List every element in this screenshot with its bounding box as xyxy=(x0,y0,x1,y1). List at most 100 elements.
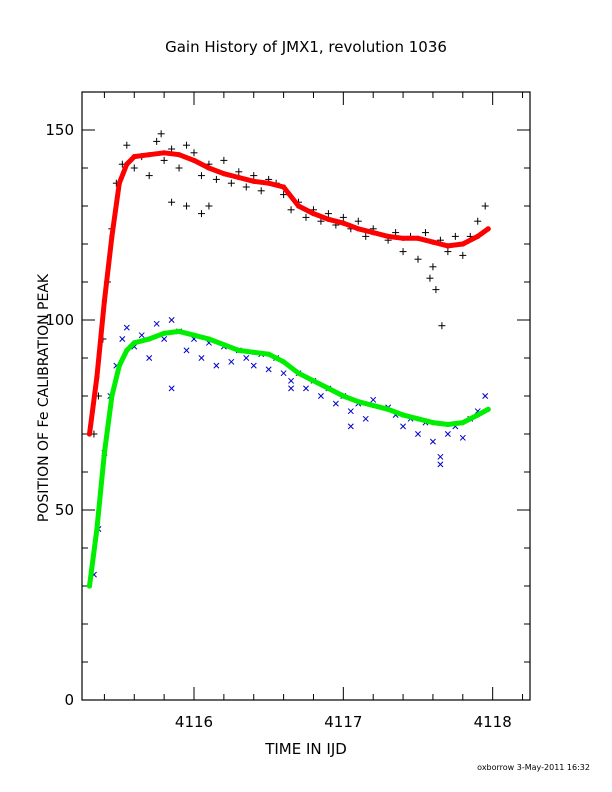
fit-point xyxy=(355,226,361,232)
fit-point xyxy=(101,298,107,304)
cross-point-b xyxy=(362,415,369,422)
y-tick-label: 100 xyxy=(45,311,74,329)
cross-point-b xyxy=(213,362,220,369)
cross-point-b xyxy=(474,408,481,415)
fit-point xyxy=(475,233,481,239)
cross-point-b xyxy=(228,358,235,365)
plus-point xyxy=(257,187,265,195)
plus-point xyxy=(324,210,332,218)
cross-point xyxy=(168,317,175,323)
plus-point xyxy=(421,229,429,237)
fit-point xyxy=(116,363,122,369)
plus-point xyxy=(250,172,258,180)
cross-point-b xyxy=(303,385,309,392)
fit-point xyxy=(370,402,376,409)
fit-curve xyxy=(87,328,491,589)
cross-point-b xyxy=(400,423,407,430)
fit-point xyxy=(445,243,451,249)
cross-point xyxy=(119,336,126,342)
fit-point xyxy=(94,526,100,532)
cross-point-b xyxy=(332,400,339,407)
cross-point xyxy=(303,385,309,392)
plus-point xyxy=(280,191,288,199)
x-axis-ticks: 4116 4117 4118 xyxy=(175,92,512,731)
cross-point xyxy=(415,431,421,437)
cross-point-b xyxy=(168,385,175,392)
cross-point xyxy=(288,377,295,384)
fit-point xyxy=(340,220,346,226)
cross-point xyxy=(400,423,407,430)
plus-point xyxy=(429,263,437,271)
y-tick-label: 50 xyxy=(55,501,74,519)
cross-point xyxy=(280,370,287,377)
series-fit-3 xyxy=(86,328,491,589)
y-axis-label: POSITION OF Fe CALIBRATION PEAK xyxy=(36,273,52,522)
fit-point xyxy=(124,161,130,167)
minor-ticks xyxy=(82,92,530,700)
cross-point xyxy=(437,453,444,460)
fit-point xyxy=(94,374,100,380)
cross-point xyxy=(265,366,272,373)
fit-point xyxy=(485,226,491,232)
plus-point xyxy=(197,210,205,218)
x-tick-label: 4117 xyxy=(324,713,362,731)
cross-point-b xyxy=(317,393,324,399)
plus-point xyxy=(183,141,191,149)
cross-point-b xyxy=(459,434,466,441)
fit-point xyxy=(310,211,317,217)
chart-title: Gain History of JMX1, revolution 1036 xyxy=(165,38,447,56)
cross-point xyxy=(161,336,168,342)
fit-point xyxy=(485,406,491,412)
plus-point xyxy=(474,217,482,225)
fit-point xyxy=(415,235,421,241)
cross-point xyxy=(250,362,257,369)
cross-point-b xyxy=(153,320,160,327)
fit-point xyxy=(266,180,272,186)
cross-point xyxy=(437,461,444,468)
plus-point xyxy=(212,175,220,183)
fit-point xyxy=(206,165,212,171)
fit-point xyxy=(281,359,287,365)
plus-point xyxy=(399,248,407,256)
fit-point xyxy=(146,336,152,342)
cross-point xyxy=(370,396,377,403)
plus-point xyxy=(438,322,446,330)
fit-point xyxy=(236,174,242,181)
cross-point xyxy=(429,438,436,445)
fit-point xyxy=(131,340,137,346)
fit-point xyxy=(206,336,212,342)
cross-point xyxy=(243,355,250,361)
cross-point xyxy=(146,355,153,361)
plus-point xyxy=(432,286,440,294)
cross-point-b xyxy=(288,377,295,384)
fit-point xyxy=(116,180,122,186)
fit-point xyxy=(101,450,107,456)
x-tick-label: 4116 xyxy=(175,713,213,731)
cross-point xyxy=(228,358,235,365)
cross-point-b xyxy=(123,324,130,331)
cross-point-b xyxy=(415,431,421,437)
fit-point xyxy=(310,378,317,384)
plus-point xyxy=(227,179,235,187)
plus-point xyxy=(339,213,347,221)
fit-point xyxy=(236,347,242,353)
cross-point xyxy=(347,408,354,415)
plus-point xyxy=(481,202,489,210)
fit-point xyxy=(109,393,115,399)
plus-point xyxy=(302,213,310,221)
fit-point xyxy=(146,152,152,158)
fit-point xyxy=(281,184,287,190)
fit-point xyxy=(176,152,182,158)
cross-point-b xyxy=(119,336,126,342)
series-fit-1 xyxy=(86,150,491,437)
plus-point xyxy=(205,202,213,210)
fit-point xyxy=(266,351,272,357)
series-raw_cross-2 xyxy=(90,317,489,578)
cross-point xyxy=(317,393,324,399)
cross-point xyxy=(123,324,130,331)
x-axis-label: TIME IN IJD xyxy=(264,740,347,758)
y-axis-ticks: 0 50 100 150 xyxy=(45,121,530,709)
cross-point-b xyxy=(288,385,295,392)
plus-point xyxy=(444,248,452,256)
cross-point-b xyxy=(482,393,489,399)
